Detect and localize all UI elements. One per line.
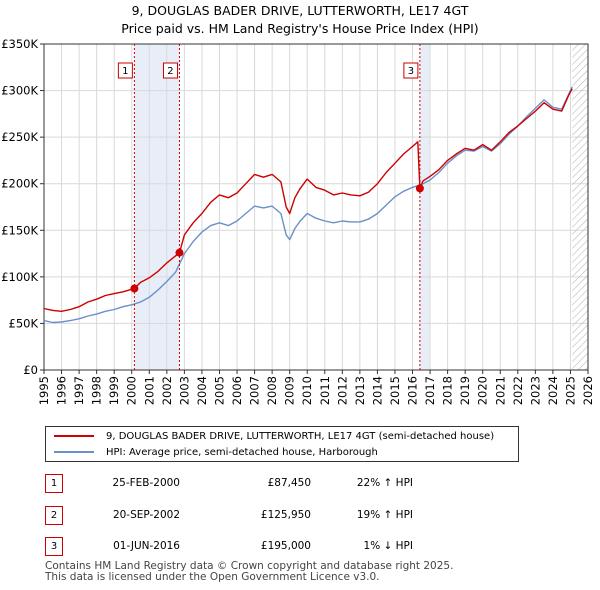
sale-label-box — [117, 62, 133, 79]
x-tick-label: 2005 — [212, 376, 226, 405]
x-tick-label: 2017 — [423, 376, 437, 405]
transaction-row: 1 25-FEB-2000 £87,450 22% ↑ HPI — [45, 474, 565, 494]
sale-label-box — [162, 62, 178, 79]
sale-label-box — [403, 62, 419, 79]
footer: Contains HM Land Registry data © Crown c… — [45, 561, 453, 583]
x-tick-label: 1998 — [90, 376, 104, 405]
x-tick-label: 2006 — [230, 376, 244, 405]
y-tick-label: £250K — [1, 130, 38, 144]
legend-item-hpi: HPI: Average price, semi-detached house,… — [54, 444, 378, 460]
x-tick-label: 2016 — [406, 376, 420, 405]
transaction-date: 01-JUN-2016 — [113, 540, 180, 552]
x-tick-label: 1999 — [107, 376, 121, 405]
shaded-range — [419, 44, 431, 370]
x-tick-label: 2008 — [265, 376, 279, 405]
transaction-hpi-diff: 1% ↓ HPI — [363, 540, 413, 552]
y-tick-label: £150K — [1, 223, 38, 237]
x-tick-label: 2009 — [283, 376, 297, 405]
legend-swatch-hpi — [54, 451, 94, 453]
x-tick-label: 1997 — [72, 376, 86, 405]
legend-item-price: 9, DOUGLAS BADER DRIVE, LUTTERWORTH, LE1… — [54, 428, 494, 444]
y-tick-label: £350K — [1, 37, 38, 51]
legend: 9, DOUGLAS BADER DRIVE, LUTTERWORTH, LE1… — [45, 426, 519, 462]
y-tick-label: £50K — [9, 316, 39, 330]
transaction-row: 3 01-JUN-2016 £195,000 1% ↓ HPI — [45, 537, 565, 557]
sale-point — [175, 248, 184, 257]
sale-label: 1 — [122, 66, 128, 77]
x-tick-label: 2002 — [160, 376, 174, 405]
sale-label: 3 — [408, 66, 414, 77]
plot-border — [43, 43, 589, 371]
series-lines — [43, 86, 573, 324]
x-tick-label: 2026 — [581, 376, 595, 405]
transaction-number: 2 — [45, 506, 63, 525]
legend-swatch-price — [54, 435, 94, 437]
x-tick-label: 2007 — [248, 376, 262, 405]
x-tick-label: 2011 — [318, 376, 332, 405]
legend-label-hpi: HPI: Average price, semi-detached house,… — [106, 446, 378, 458]
shaded-ranges — [134, 44, 431, 370]
x-tick-label: 2013 — [353, 376, 367, 405]
chart-title: 9, DOUGLAS BADER DRIVE, LUTTERWORTH, LE1… — [0, 2, 600, 38]
future-hatch — [572, 44, 588, 370]
shaded-range — [134, 44, 180, 370]
transaction-number: 1 — [45, 474, 63, 493]
transaction-row: 2 20-SEP-2002 £125,950 19% ↑ HPI — [45, 506, 565, 526]
x-tick-label: 2001 — [142, 376, 156, 405]
chart-title-line1: 9, DOUGLAS BADER DRIVE, LUTTERWORTH, LE1… — [131, 3, 469, 18]
sale-markers: 1 2 3 — [117, 44, 424, 370]
x-tick-label: 2014 — [370, 376, 384, 405]
transaction-date: 25-FEB-2000 — [112, 477, 180, 489]
footer-line1: Contains HM Land Registry data © Crown c… — [45, 560, 454, 572]
y-tick-label: £200K — [1, 177, 38, 191]
y-tick-label: £300K — [1, 84, 38, 98]
x-tick-label: 2000 — [125, 376, 139, 405]
x-tick-label: 1995 — [37, 376, 51, 405]
x-tick-label: 2025 — [563, 376, 577, 405]
hpi-line — [43, 86, 573, 324]
x-tick-label: 2020 — [476, 376, 490, 405]
sale-point — [415, 184, 424, 193]
legend-label-price: 9, DOUGLAS BADER DRIVE, LUTTERWORTH, LE1… — [106, 430, 495, 442]
x-tick-label: 1996 — [55, 376, 69, 405]
x-tick-label: 2010 — [300, 376, 314, 405]
transaction-price: £87,450 — [267, 477, 311, 489]
price-chart: £0 £50K £100K £150K £200K £250K £300K £350K 1995… — [1, 37, 595, 405]
sale-label: 2 — [167, 66, 173, 77]
y-tick-label: £100K — [1, 270, 38, 284]
sale-point — [130, 284, 139, 293]
x-tick-label: 2004 — [195, 376, 209, 405]
price-paid-line — [43, 88, 573, 312]
transaction-price: £195,000 — [260, 540, 311, 552]
future-hatch-area — [572, 44, 588, 370]
x-tick-label: 2015 — [388, 376, 402, 405]
axes: £0 £50K £100K £150K £200K £250K £300K £350K 1995… — [1, 37, 595, 405]
x-tick-label: 2003 — [177, 376, 191, 405]
x-tick-label: 2012 — [335, 376, 349, 405]
footer-line2: This data is licensed under the Open Gov… — [45, 571, 380, 583]
transaction-number: 3 — [45, 537, 63, 556]
x-tick-label: 2024 — [546, 376, 560, 405]
x-tick-label: 2023 — [528, 376, 542, 405]
transaction-hpi-diff: 19% ↑ HPI — [356, 509, 413, 521]
x-tick-label: 2022 — [511, 376, 525, 405]
transaction-hpi-diff: 22% ↑ HPI — [356, 477, 413, 489]
grid — [43, 43, 589, 371]
y-tick-label: £0 — [23, 363, 38, 377]
x-tick-label: 2019 — [458, 376, 472, 405]
chart-title-line2: Price paid vs. HM Land Registry's House … — [121, 21, 479, 36]
transaction-price: £125,950 — [260, 509, 311, 521]
x-tick-label: 2021 — [493, 376, 507, 405]
transaction-date: 20-SEP-2002 — [112, 509, 180, 521]
x-tick-label: 2018 — [441, 376, 455, 405]
